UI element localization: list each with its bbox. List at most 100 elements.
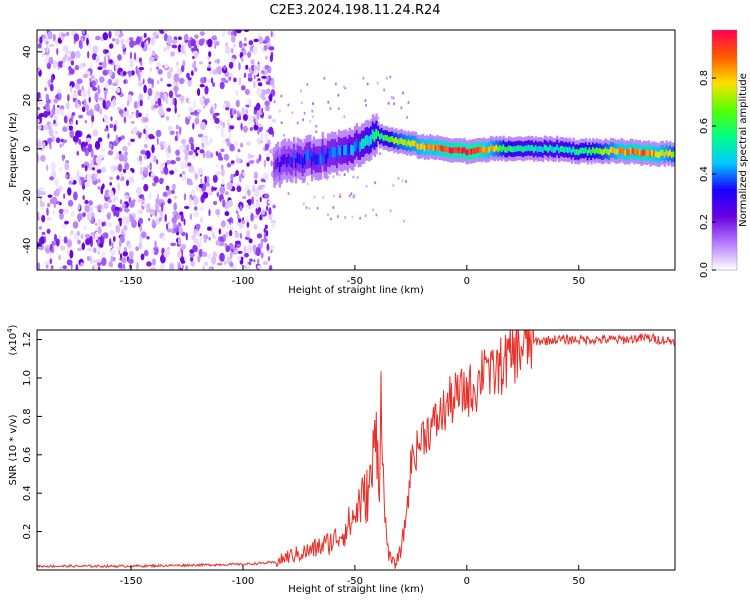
noise-speckle xyxy=(151,144,155,154)
noise-speckle xyxy=(99,76,105,83)
ridge-core xyxy=(672,151,675,158)
noise-speckle xyxy=(262,40,267,44)
noise-speckle xyxy=(121,39,124,48)
noise-speckle xyxy=(271,221,276,229)
noise-speckle xyxy=(115,134,119,143)
noise-speckle xyxy=(183,218,186,226)
noise-speckle xyxy=(212,251,217,258)
sparse-speckle xyxy=(305,206,308,210)
noise-speckle xyxy=(200,77,205,84)
noise-speckle xyxy=(97,218,102,227)
noise-speckle xyxy=(109,230,115,235)
noise-speckle xyxy=(209,191,213,196)
ridge-core xyxy=(294,158,298,169)
noise-speckle xyxy=(156,91,161,96)
noise-speckle xyxy=(90,255,93,264)
ridge-core xyxy=(484,147,487,154)
noise-speckle xyxy=(199,149,205,154)
noise-speckle xyxy=(187,162,192,167)
noise-speckle xyxy=(124,194,129,200)
noise-speckle xyxy=(165,116,170,121)
noise-speckle xyxy=(211,77,214,84)
noise-speckle xyxy=(94,231,99,241)
sparse-speckle xyxy=(313,195,316,199)
sparse-speckle xyxy=(337,107,340,111)
ridge-core xyxy=(436,143,439,150)
noise-speckle xyxy=(167,228,173,233)
noise-speckle xyxy=(81,106,86,113)
noise-speckle xyxy=(92,129,99,137)
ridge-core xyxy=(488,146,491,153)
sparse-speckle xyxy=(402,91,405,95)
noise-speckle xyxy=(204,85,209,95)
ridge-core xyxy=(387,136,391,143)
noise-speckle xyxy=(184,50,187,55)
colorbar: 0.0 0.2 0.4 0.6 0.8 Normalized spectral ampl… xyxy=(699,29,749,278)
noise-speckle xyxy=(222,104,227,109)
noise-speckle xyxy=(53,104,56,111)
noise-speckle xyxy=(91,167,96,171)
sparse-speckle xyxy=(312,102,314,106)
noise-speckle xyxy=(138,74,141,82)
noise-speckle xyxy=(267,200,273,204)
ridge-core xyxy=(595,147,598,154)
noise-speckle xyxy=(211,256,217,265)
ridge-core xyxy=(615,149,618,155)
sparse-speckle xyxy=(351,215,354,219)
ridge-core xyxy=(361,138,364,149)
ridge-core xyxy=(584,147,588,153)
noise-speckle xyxy=(267,256,271,262)
ridge-core xyxy=(373,131,376,142)
ridge-core xyxy=(574,149,577,156)
noise-speckle xyxy=(47,30,53,40)
noise-speckle xyxy=(107,221,112,226)
noise-speckle xyxy=(126,99,130,107)
noise-speckle xyxy=(80,262,84,267)
ridge-core xyxy=(588,147,591,154)
noise-speckle xyxy=(223,100,230,105)
noise-speckle xyxy=(121,256,127,264)
noise-speckle xyxy=(244,252,249,258)
noise-speckle xyxy=(199,31,205,36)
noise-speckle xyxy=(188,116,192,120)
noise-speckle xyxy=(214,117,220,124)
noise-speckle xyxy=(60,108,65,117)
noise-speckle xyxy=(42,35,46,39)
noise-speckle xyxy=(118,109,124,115)
noise-speckle xyxy=(110,248,117,255)
noise-speckle xyxy=(199,84,205,88)
noise-speckle xyxy=(269,54,273,63)
ridge-core xyxy=(622,148,625,155)
ridge-core xyxy=(549,144,552,151)
noise-speckle xyxy=(150,171,155,177)
noise-speckle xyxy=(44,87,48,91)
spectrogram-marks xyxy=(37,30,675,270)
noise-speckle xyxy=(181,243,186,250)
noise-speckle xyxy=(240,123,243,131)
noise-speckle xyxy=(233,77,237,83)
noise-speckle xyxy=(129,39,135,48)
noise-speckle xyxy=(170,242,177,247)
ridge-core xyxy=(661,149,665,156)
noise-speckle xyxy=(46,44,49,53)
noise-speckle xyxy=(212,82,216,87)
noise-speckle xyxy=(146,164,151,169)
noise-speckle xyxy=(255,69,259,76)
noise-speckle xyxy=(106,212,111,220)
noise-speckle xyxy=(115,65,119,70)
noise-speckle xyxy=(92,86,98,92)
ridge-core xyxy=(543,144,547,151)
noise-speckle xyxy=(72,91,78,99)
ridge-core xyxy=(461,148,464,154)
ridge-core xyxy=(468,148,471,155)
sparse-speckle xyxy=(383,88,386,92)
noise-speckle xyxy=(186,72,190,79)
noise-speckle xyxy=(98,178,101,184)
noise-speckle xyxy=(145,203,151,212)
ridge-core xyxy=(429,142,432,149)
sparse-speckle xyxy=(343,173,346,177)
noise-speckle xyxy=(96,169,102,174)
noise-speckle xyxy=(137,100,140,109)
noise-speckle xyxy=(188,199,192,209)
ridge-core xyxy=(599,148,602,154)
